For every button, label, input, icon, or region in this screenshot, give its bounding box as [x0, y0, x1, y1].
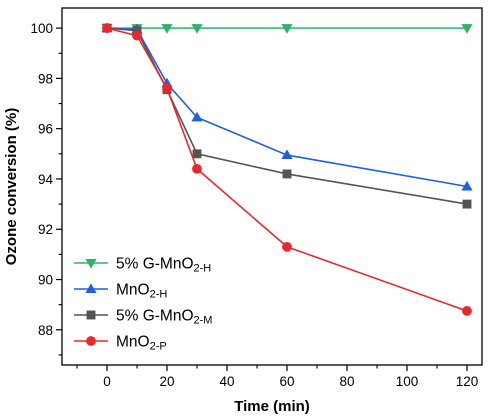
y-tick-label: 92: [38, 222, 53, 237]
data-point: [282, 169, 292, 179]
series-line: [106, 27, 468, 312]
y-tick-label: 96: [38, 122, 53, 137]
data-point: [282, 241, 292, 252]
series-1: [101, 24, 473, 34]
data-point: [192, 149, 202, 159]
legend-label: MnO2-P: [116, 334, 167, 353]
x-tick-label: 60: [279, 374, 294, 389]
x-tick-label: 120: [456, 374, 479, 389]
series-line: [106, 27, 468, 188]
series-2: [101, 22, 473, 191]
series-layer: [101, 22, 473, 316]
legend-item: MnO2-P: [74, 334, 167, 353]
data-point: [102, 23, 112, 34]
plot-frame: [61, 7, 483, 366]
legend-marker: [85, 283, 97, 293]
x-tick-label: 0: [103, 374, 111, 389]
data-point: [191, 24, 203, 34]
series-4: [102, 23, 472, 316]
data-point: [192, 164, 202, 174]
x-tick-label: 40: [219, 374, 234, 389]
legend-item: 5% G-MnO2-H: [74, 256, 211, 275]
legend-marker: [86, 310, 96, 320]
series-line: [106, 27, 468, 205]
data-point: [281, 24, 293, 34]
legend: 5% G-MnO2-H MnO2-H 5% G-MnO2-M MnO2-P: [74, 256, 212, 353]
y-tick-label: 94: [38, 172, 54, 187]
x-tick-label: 80: [339, 374, 354, 389]
legend-label: 5% G-MnO2-H: [116, 256, 211, 275]
x-tick-label: 20: [159, 374, 174, 389]
data-point: [461, 24, 473, 34]
data-point: [462, 306, 472, 316]
legend-item: MnO2-H: [74, 282, 167, 301]
y-axis-title: Ozone conversion (%): [3, 108, 20, 266]
plot-border: [61, 7, 483, 366]
legend-marker: [85, 259, 97, 269]
data-point: [132, 30, 142, 41]
data-point: [191, 111, 203, 122]
data-point: [162, 83, 172, 94]
legend-item: 5% G-MnO2-M: [74, 308, 212, 327]
y-tick-label: 88: [38, 323, 53, 338]
y-tick-label: 98: [38, 71, 53, 86]
legend-marker: [86, 336, 96, 346]
legend-label: 5% G-MnO2-M: [116, 308, 212, 327]
data-point: [281, 149, 293, 160]
data-point: [461, 180, 473, 191]
data-point: [161, 24, 173, 34]
data-point: [462, 199, 472, 209]
y-tick-label: 90: [38, 273, 53, 288]
legend-label: MnO2-H: [116, 282, 167, 301]
x-tick-label: 100: [396, 374, 419, 389]
x-axis: 0 20 40 60 80 100 120: [76, 365, 479, 389]
series-3: [102, 23, 472, 209]
y-axis: 88 90 92 94 96 98 100: [30, 21, 62, 356]
y-tick-label: 100: [30, 21, 53, 36]
x-axis-title: Time (min): [234, 398, 310, 415]
